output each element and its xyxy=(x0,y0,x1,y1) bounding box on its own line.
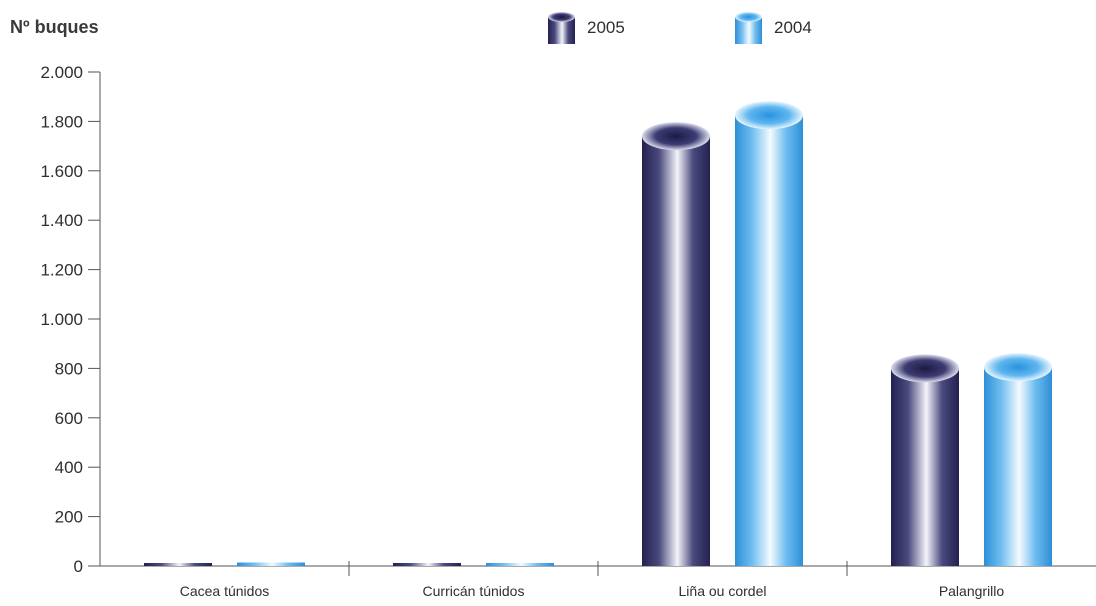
y-tick-label: 800 xyxy=(55,359,83,378)
legend-swatch-top xyxy=(548,12,575,22)
bars xyxy=(144,101,1052,566)
y-axis-label: Nº buques xyxy=(10,17,99,37)
bar-body xyxy=(642,136,710,566)
bar-top xyxy=(891,354,959,383)
bar-body xyxy=(891,368,959,566)
legend-item-2005: 2005 xyxy=(548,12,625,44)
y-tick-label: 1.800 xyxy=(40,112,83,131)
axes: 0 200 400 600 800 1.000 1.200 1.400 1.600 1.800 2.… xyxy=(40,63,1096,599)
legend-item-2004: 2004 xyxy=(735,12,812,44)
x-tick-label: Palangrillo xyxy=(939,583,1005,599)
y-tick-label: 0 xyxy=(74,557,83,576)
bar-body xyxy=(393,563,461,566)
x-tick-label: Liña ou cordel xyxy=(679,583,767,599)
legend: 2005 2004 xyxy=(548,12,812,44)
y-tick-label: 400 xyxy=(55,458,83,477)
y-tick-label: 200 xyxy=(55,508,83,527)
y-tick-label: 1.400 xyxy=(40,211,83,230)
y-tick-label: 1.200 xyxy=(40,261,83,280)
x-tick-label: Curricán túnidos xyxy=(423,583,525,599)
bar-2004 xyxy=(735,101,803,566)
bar-body xyxy=(735,115,803,566)
bar-2005 xyxy=(393,563,461,566)
y-tick-label: 1.600 xyxy=(40,162,83,181)
bar-top xyxy=(984,353,1052,382)
legend-label: 2004 xyxy=(774,18,812,37)
bar-body xyxy=(486,563,554,566)
bar-2005 xyxy=(144,563,212,566)
bar-body xyxy=(984,367,1052,566)
bar-2005 xyxy=(891,354,959,566)
x-tick-label: Cacea túnidos xyxy=(180,583,270,599)
bar-top xyxy=(735,101,803,130)
bar-2004 xyxy=(984,353,1052,566)
bar-2005 xyxy=(642,122,710,566)
y-tick-label: 1.000 xyxy=(40,310,83,329)
bar-top xyxy=(642,122,710,151)
bar-2004 xyxy=(486,563,554,566)
y-tick-label: 600 xyxy=(55,409,83,428)
bar-2004 xyxy=(237,562,305,566)
bar-body xyxy=(144,563,212,566)
legend-swatch-top xyxy=(735,12,762,22)
legend-label: 2005 xyxy=(587,18,625,37)
y-tick-label: 2.000 xyxy=(40,63,83,82)
bar-body xyxy=(237,562,305,566)
